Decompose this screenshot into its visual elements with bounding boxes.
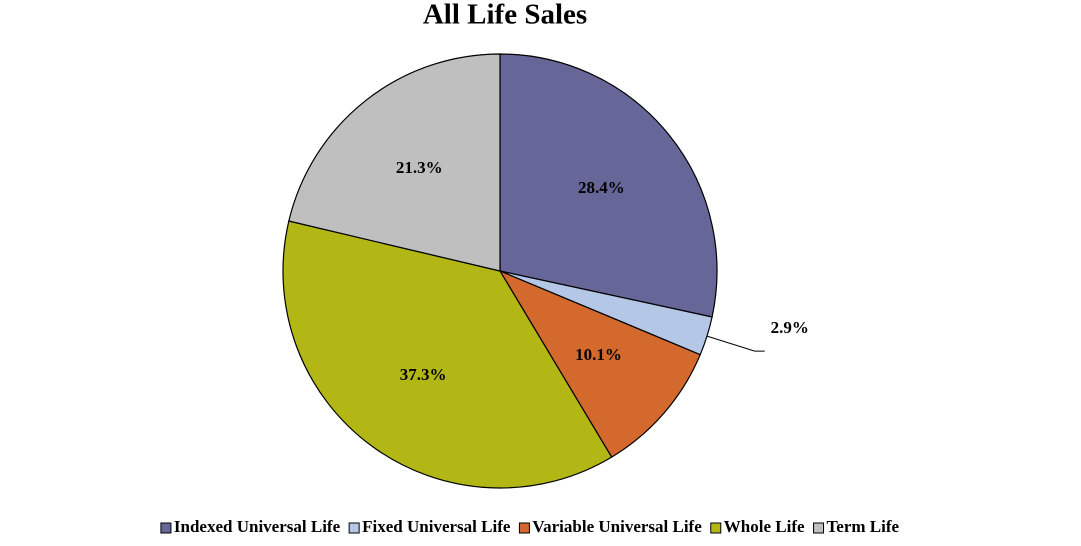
legend-swatch <box>518 522 530 534</box>
pie-slice <box>288 53 501 272</box>
legend-label: Indexed Universal Life <box>174 517 341 536</box>
pie-slice <box>282 220 613 489</box>
pie-slice <box>498 269 702 458</box>
legend-swatch <box>160 522 172 534</box>
data-label: 10.1% <box>575 345 622 364</box>
legend-swatch <box>348 522 360 534</box>
legend: Indexed Universal Life Fixed Universal Li… <box>160 517 900 536</box>
legend-swatch <box>813 522 825 534</box>
data-label: 28.4% <box>578 178 625 197</box>
data-label: 37.3% <box>400 365 447 384</box>
legend-label: Fixed Universal Life <box>362 517 511 536</box>
data-label: 21.3% <box>396 158 443 177</box>
legend-label: Whole Life <box>724 517 805 536</box>
data-label: 2.9% <box>771 318 809 337</box>
chart-title: All Life Sales <box>423 0 587 31</box>
legend-label: Variable Universal Life <box>532 517 702 536</box>
legend-swatch <box>710 522 722 534</box>
pie-slice <box>499 53 718 318</box>
legend-label: Term Life <box>827 517 900 536</box>
leader-line <box>706 335 765 352</box>
